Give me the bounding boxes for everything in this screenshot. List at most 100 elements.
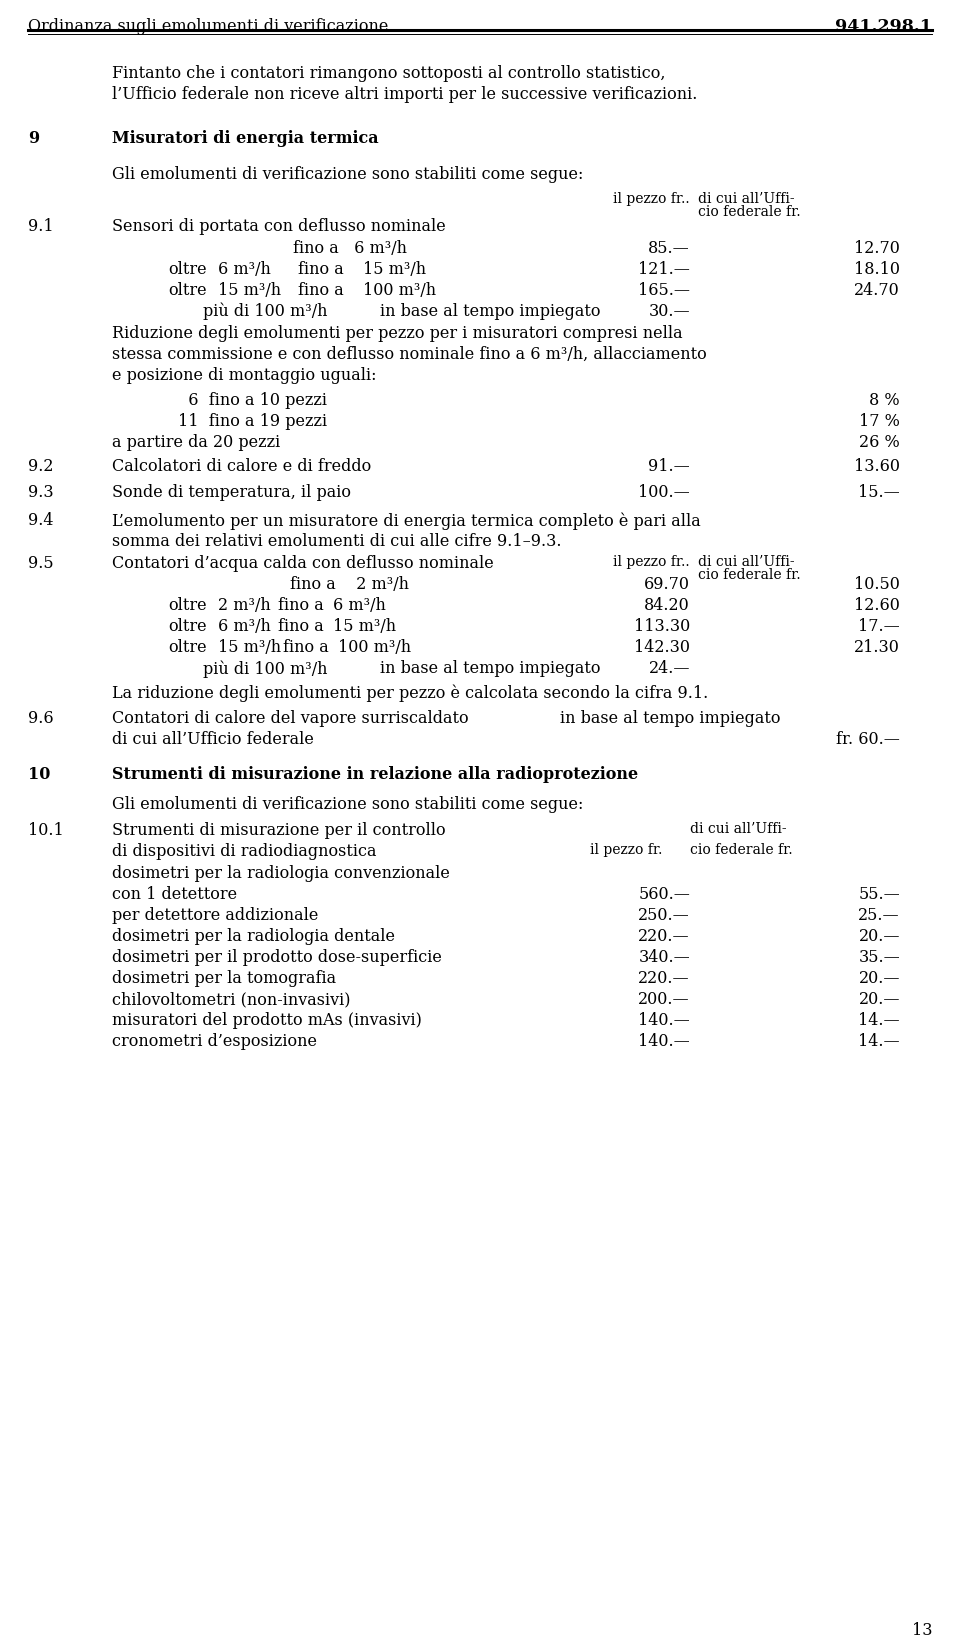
Text: 15 m³/h: 15 m³/h bbox=[218, 638, 281, 656]
Text: La riduzione degli emolumenti per pezzo è calcolata secondo la cifra 9.1.: La riduzione degli emolumenti per pezzo … bbox=[112, 684, 708, 701]
Text: Contatori d’acqua calda con deflusso nominale: Contatori d’acqua calda con deflusso nom… bbox=[112, 555, 493, 573]
Text: 85.—: 85.— bbox=[648, 240, 690, 258]
Text: somma dei relativi emolumenti di cui alle cifre 9.1–9.3.: somma dei relativi emolumenti di cui all… bbox=[112, 533, 562, 550]
Text: 100 m³/h: 100 m³/h bbox=[338, 638, 411, 656]
Text: 9: 9 bbox=[28, 130, 39, 148]
Text: 17 %: 17 % bbox=[859, 414, 900, 430]
Text: Strumenti di misurazione per il controllo: Strumenti di misurazione per il controll… bbox=[112, 822, 445, 839]
Text: 13: 13 bbox=[911, 1621, 932, 1639]
Text: oltre: oltre bbox=[168, 282, 206, 299]
Text: e posizione di montaggio uguali:: e posizione di montaggio uguali: bbox=[112, 368, 376, 384]
Text: in base al tempo impiegato: in base al tempo impiegato bbox=[380, 660, 600, 678]
Text: 220.—: 220.— bbox=[638, 970, 690, 986]
Text: 20.—: 20.— bbox=[858, 970, 900, 986]
Text: fino a: fino a bbox=[283, 638, 328, 656]
Text: Strumenti di misurazione in relazione alla radioprotezione: Strumenti di misurazione in relazione al… bbox=[112, 766, 638, 783]
Text: fino a: fino a bbox=[298, 282, 344, 299]
Text: dosimetri per il prodotto dose-superficie: dosimetri per il prodotto dose-superfici… bbox=[112, 948, 442, 967]
Text: 220.—: 220.— bbox=[638, 929, 690, 945]
Text: Sonde di temperatura, il paio: Sonde di temperatura, il paio bbox=[112, 484, 351, 501]
Text: Sensori di portata con deflusso nominale: Sensori di portata con deflusso nominale bbox=[112, 218, 445, 235]
Text: più di 100 m³/h: più di 100 m³/h bbox=[203, 660, 327, 678]
Text: 100 m³/h: 100 m³/h bbox=[363, 282, 436, 299]
Text: 24.70: 24.70 bbox=[854, 282, 900, 299]
Text: 6 m³/h: 6 m³/h bbox=[333, 597, 386, 614]
Text: 15.—: 15.— bbox=[858, 484, 900, 501]
Text: 100.—: 100.— bbox=[638, 484, 690, 501]
Text: fino a: fino a bbox=[278, 597, 324, 614]
Text: 113.30: 113.30 bbox=[634, 619, 690, 635]
Text: 12.60: 12.60 bbox=[854, 597, 900, 614]
Text: 165.—: 165.— bbox=[638, 282, 690, 299]
Text: oltre: oltre bbox=[168, 597, 206, 614]
Text: 9.4: 9.4 bbox=[28, 512, 54, 528]
Text: 140.—: 140.— bbox=[638, 1012, 690, 1029]
Text: di cui all’Uffi-: di cui all’Uffi- bbox=[698, 192, 795, 207]
Text: 250.—: 250.— bbox=[638, 907, 690, 924]
Text: Ordinanza sugli emolumenti di verificazione: Ordinanza sugli emolumenti di verificazi… bbox=[28, 18, 389, 34]
Text: cronometri d’esposizione: cronometri d’esposizione bbox=[112, 1032, 317, 1050]
Text: fino a   6 m³/h: fino a 6 m³/h bbox=[293, 240, 407, 258]
Text: 13.60: 13.60 bbox=[854, 458, 900, 474]
Text: in base al tempo impiegato: in base al tempo impiegato bbox=[560, 711, 780, 727]
Text: cio federale fr.: cio federale fr. bbox=[698, 568, 801, 583]
Text: 8 %: 8 % bbox=[870, 392, 900, 409]
Text: L’emolumento per un misuratore di energia termica completo è pari alla: L’emolumento per un misuratore di energi… bbox=[112, 512, 701, 530]
Text: chilovoltometri (non-invasivi): chilovoltometri (non-invasivi) bbox=[112, 991, 350, 1008]
Text: 20.—: 20.— bbox=[858, 991, 900, 1008]
Text: stessa commissione e con deflusso nominale fino a 6 m³/h, allacciamento: stessa commissione e con deflusso nomina… bbox=[112, 346, 707, 363]
Text: 10.50: 10.50 bbox=[854, 576, 900, 592]
Text: in base al tempo impiegato: in base al tempo impiegato bbox=[380, 304, 600, 320]
Text: 10: 10 bbox=[28, 766, 50, 783]
Text: 9.6: 9.6 bbox=[28, 711, 54, 727]
Text: dosimetri per la radiologia dentale: dosimetri per la radiologia dentale bbox=[112, 929, 395, 945]
Text: 17.—: 17.— bbox=[858, 619, 900, 635]
Text: dosimetri per la radiologia convenzionale: dosimetri per la radiologia convenzional… bbox=[112, 865, 450, 881]
Text: 15 m³/h: 15 m³/h bbox=[363, 261, 426, 277]
Text: misuratori del prodotto mAs (invasivi): misuratori del prodotto mAs (invasivi) bbox=[112, 1012, 421, 1029]
Text: 30.—: 30.— bbox=[648, 304, 690, 320]
Text: 10.1: 10.1 bbox=[28, 822, 63, 839]
Text: 6 m³/h: 6 m³/h bbox=[218, 619, 271, 635]
Text: 9.5: 9.5 bbox=[28, 555, 54, 573]
Text: 25.—: 25.— bbox=[858, 907, 900, 924]
Text: Riduzione degli emolumenti per pezzo per i misuratori compresi nella: Riduzione degli emolumenti per pezzo per… bbox=[112, 325, 683, 341]
Text: fr. 60.—: fr. 60.— bbox=[836, 730, 900, 748]
Text: 941.298.1: 941.298.1 bbox=[835, 18, 932, 34]
Text: 18.10: 18.10 bbox=[854, 261, 900, 277]
Text: 142.30: 142.30 bbox=[634, 638, 690, 656]
Text: oltre: oltre bbox=[168, 261, 206, 277]
Text: 15 m³/h: 15 m³/h bbox=[218, 282, 281, 299]
Text: 14.—: 14.— bbox=[858, 1012, 900, 1029]
Text: 69.70: 69.70 bbox=[644, 576, 690, 592]
Text: di cui all’Ufficio federale: di cui all’Ufficio federale bbox=[112, 730, 314, 748]
Text: dosimetri per la tomografia: dosimetri per la tomografia bbox=[112, 970, 336, 986]
Text: 24.—: 24.— bbox=[649, 660, 690, 678]
Text: 560.—: 560.— bbox=[638, 886, 690, 903]
Text: Contatori di calore del vapore surriscaldato: Contatori di calore del vapore surriscal… bbox=[112, 711, 468, 727]
Text: fino a: fino a bbox=[278, 619, 324, 635]
Text: di cui all’Uffi-: di cui all’Uffi- bbox=[698, 555, 795, 569]
Text: il pezzo fr..: il pezzo fr.. bbox=[613, 192, 690, 207]
Text: per detettore addizionale: per detettore addizionale bbox=[112, 907, 319, 924]
Text: fino a: fino a bbox=[298, 261, 344, 277]
Text: il pezzo fr..: il pezzo fr.. bbox=[613, 555, 690, 569]
Text: Misuratori di energia termica: Misuratori di energia termica bbox=[112, 130, 378, 148]
Text: 11  fino a 19 pezzi: 11 fino a 19 pezzi bbox=[178, 414, 327, 430]
Text: 9.1: 9.1 bbox=[28, 218, 54, 235]
Text: 121.—: 121.— bbox=[638, 261, 690, 277]
Text: 55.—: 55.— bbox=[858, 886, 900, 903]
Text: 9.2: 9.2 bbox=[28, 458, 54, 474]
Text: di cui all’Uffi-: di cui all’Uffi- bbox=[690, 822, 786, 835]
Text: oltre: oltre bbox=[168, 638, 206, 656]
Text: 14.—: 14.— bbox=[858, 1032, 900, 1050]
Text: il pezzo fr.: il pezzo fr. bbox=[590, 843, 662, 857]
Text: più di 100 m³/h: più di 100 m³/h bbox=[203, 304, 327, 320]
Text: 140.—: 140.— bbox=[638, 1032, 690, 1050]
Text: 6 m³/h: 6 m³/h bbox=[218, 261, 271, 277]
Text: 26 %: 26 % bbox=[859, 433, 900, 451]
Text: di dispositivi di radiodiagnostica: di dispositivi di radiodiagnostica bbox=[112, 843, 376, 860]
Text: a partire da 20 pezzi: a partire da 20 pezzi bbox=[112, 433, 280, 451]
Text: Fintanto che i contatori rimangono sottoposti al controllo statistico,: Fintanto che i contatori rimangono sotto… bbox=[112, 66, 665, 82]
Text: 9.3: 9.3 bbox=[28, 484, 54, 501]
